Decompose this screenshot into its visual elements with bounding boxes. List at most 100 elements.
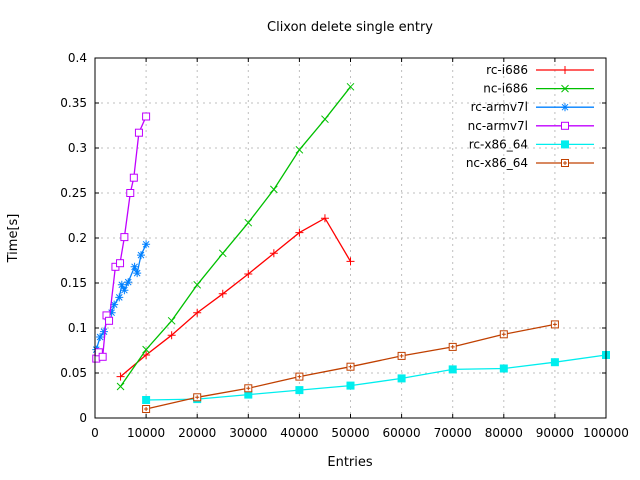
legend-label-rc-i686: rc-i686: [486, 63, 528, 77]
marker-plus: [218, 289, 227, 298]
marker-open-square: [120, 233, 129, 242]
marker-square-plus-inner: [399, 353, 404, 358]
legend-item-nc-x86_64: nc-x86_64: [466, 156, 594, 170]
marker-open-square: [134, 128, 143, 137]
marker-asterisk: [136, 251, 145, 260]
marker-asterisk: [124, 278, 133, 287]
marker-plus: [167, 331, 176, 340]
series-line-nc-i686: [119, 86, 352, 387]
y-tick-label-0.05: 0.05: [60, 366, 87, 380]
marker-asterisk: [115, 293, 124, 302]
marker-plus: [116, 372, 125, 381]
marker-filled-square: [550, 358, 559, 367]
y-tick-label-0.25: 0.25: [60, 186, 87, 200]
marker-square-plus-inner: [501, 332, 506, 337]
y-axis-label: Time[s]: [6, 214, 21, 264]
marker-plus: [269, 249, 278, 258]
marker-open-square: [126, 189, 135, 197]
y-tick-label-0: 0: [79, 411, 87, 425]
marker-cross: [295, 145, 304, 154]
marker-asterisk: [120, 286, 129, 295]
marker-filled-square: [244, 390, 253, 399]
y-tick-label-0.3: 0.3: [68, 141, 87, 155]
legend-item-rc-i686: rc-i686: [486, 63, 594, 77]
marker-filled-square: [499, 364, 508, 373]
marker-cross: [269, 185, 278, 194]
marker-plus: [561, 66, 569, 74]
legend-item-nc-i686: nc-i686: [483, 82, 594, 96]
marker-asterisk: [561, 103, 569, 112]
marker-asterisk: [142, 240, 151, 249]
marker-filled-square: [448, 365, 457, 374]
x-tick-label-90000: 90000: [536, 426, 574, 440]
x-tick-label-30000: 30000: [229, 426, 267, 440]
marker-cross: [167, 316, 176, 325]
legend-item-nc-armv7l: nc-armv7l: [468, 119, 594, 133]
x-tick-label-10000: 10000: [127, 426, 165, 440]
marker-square-plus-inner: [552, 322, 557, 327]
x-tick-label-70000: 70000: [434, 426, 472, 440]
marker-square-plus-inner: [563, 161, 567, 165]
marker-square-plus-inner: [195, 395, 200, 400]
legend-item-rc-x86_64: rc-x86_64: [469, 137, 594, 151]
marker-asterisk: [130, 262, 139, 271]
marker-open-square: [142, 112, 151, 121]
marker-open-square: [98, 352, 107, 361]
marker-square-plus-inner: [297, 374, 302, 379]
series-line-rc-x86_64: [146, 354, 607, 401]
marker-open-square: [116, 259, 125, 268]
marker-filled-square: [346, 381, 355, 390]
x-tick-label-80000: 80000: [485, 426, 523, 440]
y-tick-label-0.35: 0.35: [60, 96, 87, 110]
x-tick-label-60000: 60000: [383, 426, 421, 440]
legend-label-nc-i686: nc-i686: [483, 82, 528, 96]
marker-square-plus-inner: [246, 386, 251, 391]
x-axis-label: Entries: [327, 455, 373, 470]
marker-asterisk: [117, 280, 126, 289]
x-tick-label-0: 0: [91, 426, 99, 440]
marker-filled-square: [561, 140, 569, 149]
x-tick-label-20000: 20000: [178, 426, 216, 440]
marker-square-plus-inner: [144, 407, 149, 411]
marker-asterisk: [99, 327, 108, 336]
marker-plus: [193, 308, 202, 317]
series-line-rc-i686: [120, 217, 352, 378]
marker-filled-square: [295, 386, 304, 395]
marker-square-plus-inner: [348, 364, 353, 369]
marker-plus: [346, 257, 355, 266]
marker-cross: [116, 382, 125, 391]
marker-filled-square: [142, 396, 151, 404]
marker-cross: [142, 345, 150, 354]
chart-title: Clixon delete single entry: [267, 20, 433, 35]
marker-cross: [561, 84, 569, 93]
marker-cross: [346, 82, 355, 91]
marker-plus: [320, 214, 329, 223]
y-tick-label-0.4: 0.4: [68, 51, 87, 65]
marker-square-plus-inner: [450, 344, 455, 349]
marker-filled-square: [397, 374, 406, 383]
x-tick-label-50000: 50000: [331, 426, 369, 440]
marker-open-square: [105, 316, 114, 325]
legend-label-nc-x86_64: nc-x86_64: [466, 156, 528, 170]
marker-cross: [244, 218, 253, 227]
marker-plus: [295, 228, 304, 237]
legend-label-nc-armv7l: nc-armv7l: [468, 119, 528, 133]
marker-asterisk: [96, 333, 105, 341]
marker-asterisk: [133, 269, 142, 278]
marker-cross: [193, 280, 202, 289]
marker-open-square: [129, 173, 138, 182]
marker-cross: [218, 249, 227, 258]
legend-label-rc-x86_64: rc-x86_64: [469, 137, 528, 151]
y-tick-label-0.2: 0.2: [68, 231, 87, 245]
legend-label-rc-armv7l: rc-armv7l: [471, 100, 528, 114]
x-tick-label-100000: 100000: [583, 426, 629, 440]
marker-cross: [321, 115, 329, 124]
marker-open-square: [561, 121, 569, 130]
marker-asterisk: [110, 300, 119, 309]
x-tick-label-40000: 40000: [280, 426, 318, 440]
y-tick-label-0.1: 0.1: [68, 321, 87, 335]
marker-asterisk: [107, 308, 116, 317]
legend-item-rc-armv7l: rc-armv7l: [471, 100, 594, 114]
